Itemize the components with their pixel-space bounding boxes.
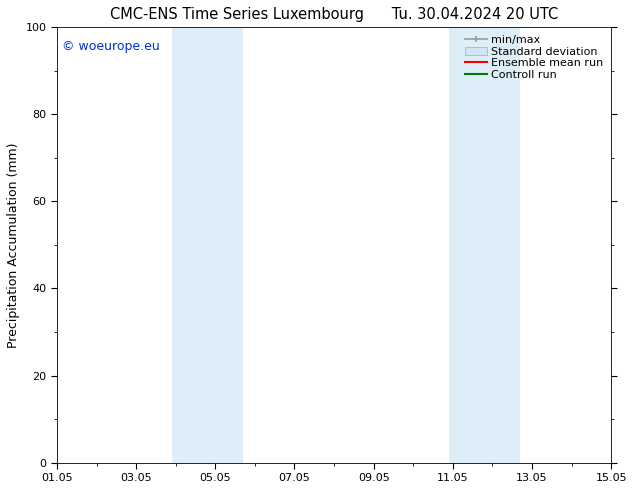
Bar (449, 27, 484, 463)
Legend: min/max, Standard deviation, Ensemble mean run, Controll run: min/max, Standard deviation, Ensemble me… (462, 33, 605, 82)
Y-axis label: Precipitation Accumulation (mm): Precipitation Accumulation (mm) (7, 142, 20, 348)
Bar (172, 27, 207, 463)
Bar (207, 27, 243, 463)
Title: CMC-ENS Time Series Luxembourg      Tu. 30.04.2024 20 UTC: CMC-ENS Time Series Luxembourg Tu. 30.04… (110, 7, 558, 22)
Bar (484, 27, 520, 463)
Text: © woeurope.eu: © woeurope.eu (63, 40, 160, 53)
